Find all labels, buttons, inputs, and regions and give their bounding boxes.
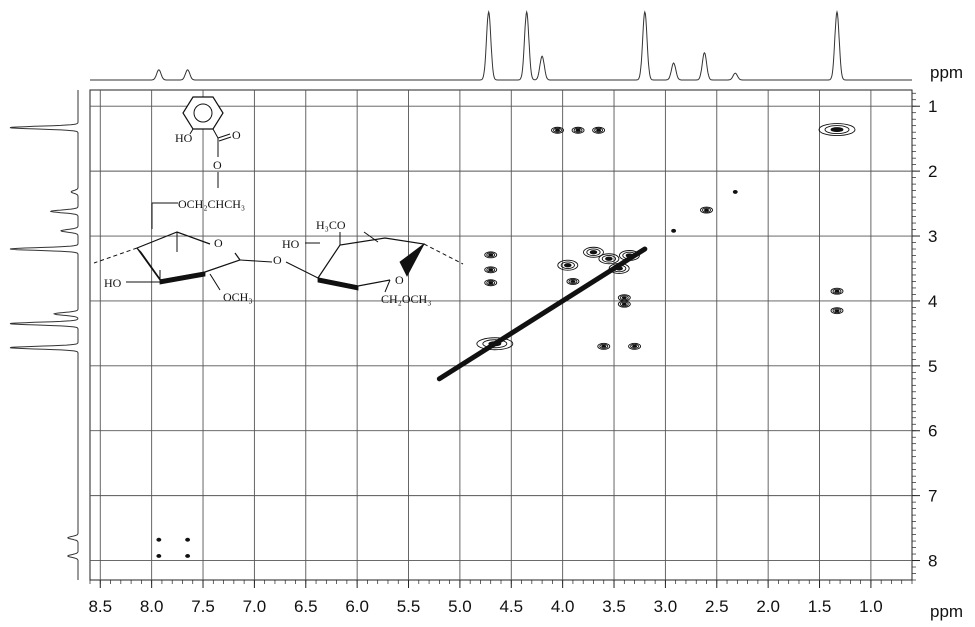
cross-peak — [618, 250, 640, 261]
aromatic-circle — [193, 103, 213, 123]
x-tick-label: 4.5 — [499, 597, 523, 616]
cross-peak — [551, 126, 564, 134]
cross-peak — [732, 189, 738, 194]
cross-peak — [484, 251, 498, 259]
cross-peak — [592, 126, 606, 134]
cross-peak — [608, 263, 630, 274]
cross-peak — [617, 300, 631, 308]
x-tick-label: 6.5 — [294, 597, 318, 616]
label-right-hydroxyl: HO — [282, 237, 300, 251]
x-tick-label: 5.5 — [397, 597, 421, 616]
chemical-structure: HO O O OCH₂CHCH₃ O HO OCH₃ O O H₃CO — [93, 96, 464, 306]
label-ch2och3: CH₂OCH₃ — [381, 292, 431, 306]
cross-peak — [700, 206, 713, 214]
label-methoxy-left: OCH₃ — [223, 290, 253, 304]
cross-peak — [185, 554, 191, 558]
cross-peak — [484, 279, 498, 287]
cross-peak — [156, 554, 162, 558]
label-side-chain: OCH₂CHCH₃ — [178, 197, 245, 211]
x-tick-label: 2.0 — [756, 597, 780, 616]
label-right-ring-oxygen: O — [395, 273, 404, 287]
label-glycosidic-oxygen: O — [273, 253, 282, 267]
top-projection-spectrum — [90, 10, 912, 81]
x-tick-label: 8.5 — [88, 597, 112, 616]
x-tick-label: 1.0 — [859, 597, 883, 616]
x-tick-label: 5.0 — [448, 597, 472, 616]
x-axis-unit: ppm — [930, 602, 963, 621]
label-carbonyl-oxygen: O — [232, 128, 241, 142]
cross-peak — [818, 123, 856, 137]
cross-peak — [671, 228, 677, 233]
x-tick-label: 3.0 — [654, 597, 678, 616]
cross-peak — [628, 342, 642, 350]
y-tick-label: 6 — [928, 422, 937, 441]
y-tick-label: 5 — [928, 357, 937, 376]
y-tick-label: 8 — [928, 552, 937, 571]
x-tick-label: 3.5 — [602, 597, 626, 616]
label-ester-oxygen: O — [213, 158, 222, 172]
y-axis-unit: ppm — [930, 63, 963, 82]
cross-peak — [597, 342, 611, 350]
left-projection-spectrum — [9, 90, 79, 580]
x-tick-label: 1.5 — [808, 597, 832, 616]
cross-peak — [476, 337, 514, 351]
x-tick-label: 7.0 — [243, 597, 267, 616]
y-axis: 1 2 3 4 5 6 7 8 — [912, 92, 937, 581]
label-aryl-hydroxyl: HO — [175, 131, 193, 145]
label-left-hydroxyl: HO — [104, 276, 122, 290]
cross-peak — [156, 537, 162, 542]
y-tick-label: 1 — [928, 97, 937, 116]
label-methoxy-top: H₃CO — [316, 218, 346, 232]
y-tick-label: 7 — [928, 487, 937, 506]
cross-peak — [830, 287, 844, 295]
cross-peak — [484, 266, 498, 274]
x-tick-label: 7.5 — [191, 597, 215, 616]
y-tick-label: 2 — [928, 162, 937, 181]
cross-peak — [583, 246, 604, 258]
label-left-ring-oxygen: O — [214, 236, 223, 250]
x-axis: 8.5 8.0 7.5 7.0 6.5 6.0 5.5 5.0 4.5 4.0 3.5 3.0 2.5 2… — [88, 580, 913, 616]
x-tick-label: 2.5 — [705, 597, 729, 616]
cross-peak — [557, 259, 579, 271]
left-pyranose-ring — [136, 231, 241, 281]
grid-lines — [90, 90, 912, 580]
cross-peak — [185, 537, 191, 542]
x-tick-label: 4.0 — [551, 597, 575, 616]
x-tick-label: 6.0 — [345, 597, 369, 616]
cross-peak — [598, 253, 620, 265]
y-tick-label: 3 — [928, 227, 937, 246]
cross-peaks — [156, 123, 856, 558]
benzene-ring — [182, 96, 224, 130]
cross-peak — [566, 278, 580, 285]
x-tick-label: 8.0 — [140, 597, 164, 616]
cross-peak — [571, 126, 585, 134]
y-tick-label: 4 — [928, 292, 937, 311]
cross-peak — [830, 307, 844, 315]
cross-peak — [617, 294, 631, 302]
